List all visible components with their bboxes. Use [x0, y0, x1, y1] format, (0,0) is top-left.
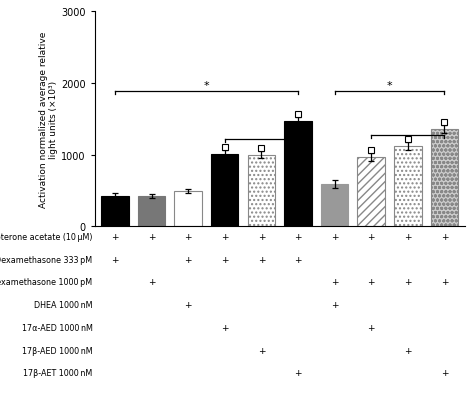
Text: +: + [404, 232, 411, 241]
Y-axis label: Activation normalized average relative
light units (×10³): Activation normalized average relative l… [39, 32, 58, 207]
Text: +: + [441, 232, 448, 241]
Text: +: + [257, 346, 265, 355]
Text: +: + [184, 232, 192, 241]
Text: DHEA 1000 nM: DHEA 1000 nM [34, 301, 92, 309]
Text: +: + [367, 323, 375, 332]
Text: +: + [184, 301, 192, 309]
Text: *: * [204, 81, 209, 90]
Bar [247, 155, 275, 227]
Text: +: + [404, 346, 411, 355]
Text: 17β-AET 1000 nM: 17β-AET 1000 nM [23, 369, 92, 377]
Bar [431, 130, 458, 227]
Text: +: + [221, 232, 228, 241]
Bar [284, 122, 312, 227]
Text: +: + [331, 278, 338, 287]
Text: +: + [404, 278, 411, 287]
Bar [101, 196, 128, 227]
Bar [357, 158, 385, 227]
Text: +: + [441, 278, 448, 287]
Text: +: + [148, 232, 155, 241]
Text: +: + [294, 232, 302, 241]
Text: +: + [441, 369, 448, 377]
Bar [138, 197, 165, 227]
Text: +: + [221, 323, 228, 332]
Text: +: + [148, 278, 155, 287]
Text: +: + [294, 369, 302, 377]
Text: +: + [367, 232, 375, 241]
Text: +: + [184, 255, 192, 264]
Text: +: + [367, 278, 375, 287]
Text: +: + [257, 255, 265, 264]
Text: +: + [257, 232, 265, 241]
Text: +: + [111, 255, 118, 264]
Text: Cyproterone acetate (10 μM): Cyproterone acetate (10 μM) [0, 232, 92, 241]
Bar [321, 185, 348, 227]
Text: 17β-AED 1000 nM: 17β-AED 1000 nM [22, 346, 92, 355]
Text: +: + [111, 232, 118, 241]
Bar [211, 155, 238, 227]
Text: +: + [221, 255, 228, 264]
Text: Dexamethasone 333 pM: Dexamethasone 333 pM [0, 255, 92, 264]
Text: *: * [387, 81, 392, 90]
Text: 17α-AED 1000 nM: 17α-AED 1000 nM [21, 323, 92, 332]
Bar [394, 147, 421, 227]
Text: +: + [294, 255, 302, 264]
Text: +: + [331, 232, 338, 241]
Text: Dexamethasone 1000 pM: Dexamethasone 1000 pM [0, 278, 92, 287]
Bar [174, 192, 202, 227]
Text: +: + [331, 301, 338, 309]
